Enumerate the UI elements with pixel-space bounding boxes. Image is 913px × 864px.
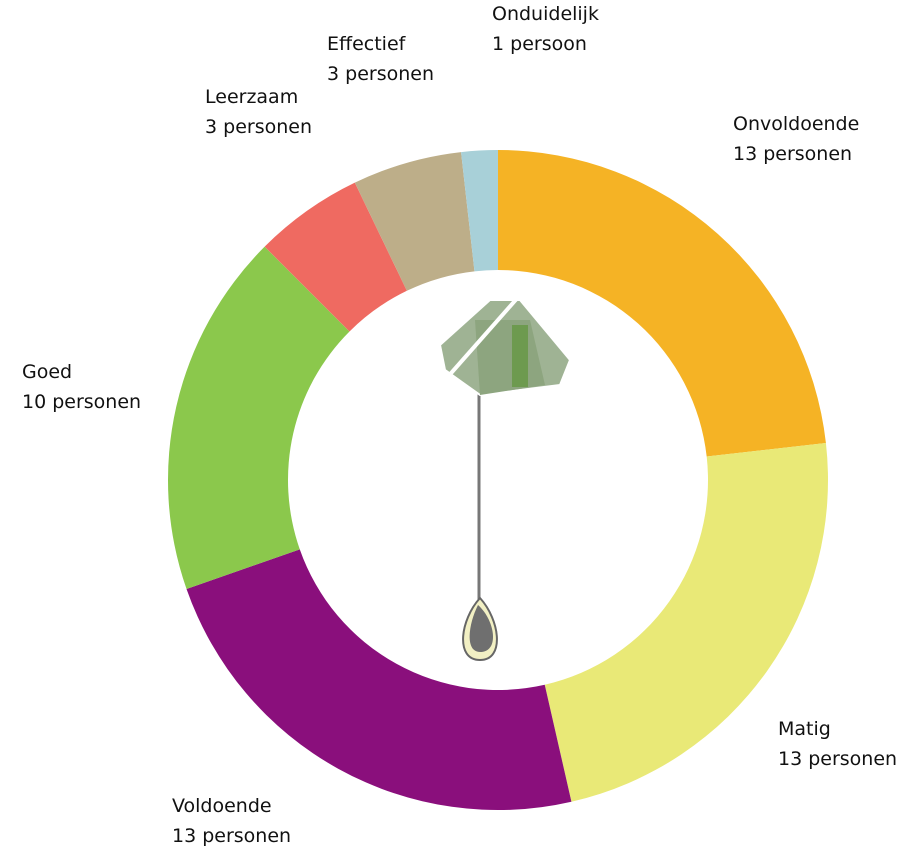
slice-label: Onduidelijk bbox=[492, 3, 599, 25]
icon-roof bbox=[443, 293, 522, 382]
donut-slice bbox=[544, 443, 828, 802]
donut-slice bbox=[264, 182, 407, 332]
slice-value-label: 13 personen bbox=[778, 748, 897, 770]
slice-label: Leerzaam bbox=[205, 86, 298, 108]
donut-slice bbox=[461, 150, 498, 272]
slice-label: Matig bbox=[778, 718, 831, 740]
slice-label: Voldoende bbox=[172, 795, 272, 817]
slice-label: Goed bbox=[22, 361, 72, 383]
slice-value-label: 3 personen bbox=[327, 63, 434, 85]
donut-slice bbox=[186, 549, 572, 810]
slice-value-label: 13 personen bbox=[172, 825, 291, 847]
icon-post bbox=[512, 325, 528, 387]
slice-value-label: 13 personen bbox=[733, 143, 852, 165]
donut-slice bbox=[354, 152, 475, 291]
donut-slice bbox=[498, 150, 826, 457]
icon-drop-fill bbox=[469, 605, 493, 652]
slice-label: Onvoldoende bbox=[733, 113, 859, 135]
slice-value-label: 3 personen bbox=[205, 116, 312, 138]
slice-label: Effectief bbox=[327, 33, 407, 55]
slice-value-label: 10 personen bbox=[22, 391, 141, 413]
slice-value-label: 1 persoon bbox=[492, 33, 587, 55]
donut-slice bbox=[168, 246, 350, 589]
center-icon bbox=[438, 293, 572, 662]
